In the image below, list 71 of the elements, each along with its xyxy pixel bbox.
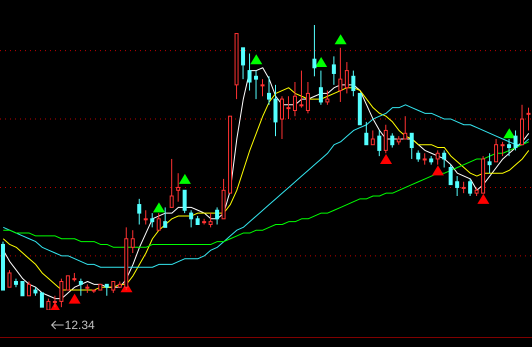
candlestick bbox=[351, 70, 356, 97]
candlestick bbox=[514, 130, 518, 151]
candlestick bbox=[26, 281, 31, 296]
candlestick bbox=[448, 164, 453, 186]
candlestick bbox=[422, 152, 427, 166]
candlestick bbox=[286, 96, 290, 120]
candlestick bbox=[280, 96, 284, 140]
text: 12.34 bbox=[64, 318, 96, 332]
candlestick bbox=[7, 270, 12, 288]
candlestick bbox=[507, 138, 512, 157]
candlestick bbox=[442, 150, 446, 168]
candlestick bbox=[299, 70, 304, 108]
candlestick bbox=[370, 130, 375, 146]
candlestick bbox=[364, 121, 368, 146]
point bbox=[380, 154, 392, 164]
candlestick bbox=[59, 278, 64, 308]
candlestick bbox=[144, 210, 148, 225]
candlestick bbox=[215, 206, 220, 225]
candlestick bbox=[306, 82, 310, 114]
candlestick bbox=[267, 76, 271, 106]
point bbox=[68, 294, 81, 304]
candlestick bbox=[292, 82, 297, 117]
point bbox=[477, 194, 490, 204]
point bbox=[334, 34, 347, 44]
candlestick bbox=[455, 176, 460, 196]
candlestick bbox=[488, 152, 492, 174]
candlestick bbox=[241, 47, 246, 80]
candlestick bbox=[254, 70, 258, 100]
candlestick bbox=[338, 47, 342, 102]
candlestick bbox=[410, 132, 414, 160]
candlestick bbox=[163, 206, 168, 228]
candlestick bbox=[170, 158, 174, 208]
candlestick bbox=[66, 275, 70, 291]
candlestick bbox=[52, 295, 57, 308]
point bbox=[250, 54, 262, 64]
candlestick bbox=[189, 210, 194, 228]
candlestick bbox=[462, 181, 466, 194]
candlestick bbox=[468, 178, 472, 196]
candlestick bbox=[318, 70, 323, 106]
candlestick bbox=[260, 78, 265, 97]
candlestick bbox=[130, 230, 135, 254]
candlestick bbox=[332, 56, 336, 86]
point bbox=[178, 174, 191, 184]
candlestick bbox=[344, 62, 349, 94]
candlestick bbox=[377, 130, 382, 157]
candlestick bbox=[176, 172, 180, 202]
candlestick bbox=[150, 212, 154, 228]
point bbox=[503, 128, 516, 138]
candlestick bbox=[403, 116, 408, 140]
candlestick bbox=[500, 141, 505, 157]
candlestick bbox=[182, 190, 187, 214]
candlestick bbox=[104, 284, 109, 296]
candlestick bbox=[325, 90, 330, 106]
candlestick bbox=[78, 278, 83, 296]
point bbox=[315, 57, 328, 68]
candlestick bbox=[20, 281, 24, 296]
candlestick bbox=[416, 150, 420, 162]
candlestick bbox=[312, 25, 316, 77]
candlestick bbox=[137, 198, 142, 225]
point bbox=[152, 202, 165, 212]
candlestick bbox=[40, 292, 44, 308]
candlestick bbox=[156, 212, 161, 231]
point bbox=[432, 165, 444, 176]
candlestick bbox=[384, 124, 388, 154]
candlestick bbox=[208, 212, 213, 228]
candlestick bbox=[111, 281, 116, 294]
candlestick bbox=[436, 150, 440, 166]
candlestick bbox=[273, 84, 278, 137]
candlestick bbox=[390, 132, 394, 148]
candlestick bbox=[494, 138, 498, 162]
candlestick bbox=[248, 53, 252, 92]
